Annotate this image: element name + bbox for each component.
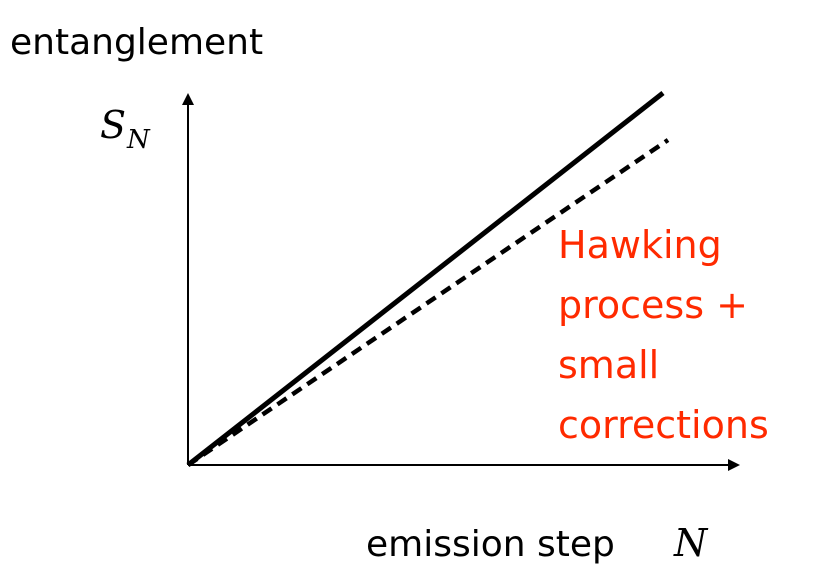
y-axis-symbol: S: [100, 103, 126, 147]
annotation-line: corrections: [558, 403, 769, 447]
y-axis-subscript: N: [126, 125, 151, 155]
dashed-line: [186, 138, 670, 467]
annotation-line: Hawking: [558, 223, 722, 267]
y-axis-title: entanglement: [10, 22, 263, 63]
solid-line: [186, 91, 665, 467]
annotation-line: small: [558, 343, 659, 387]
annotation-line: process +: [558, 283, 748, 327]
x-axis-symbol: N: [673, 521, 709, 565]
x-axis-title: emission step: [366, 524, 615, 565]
